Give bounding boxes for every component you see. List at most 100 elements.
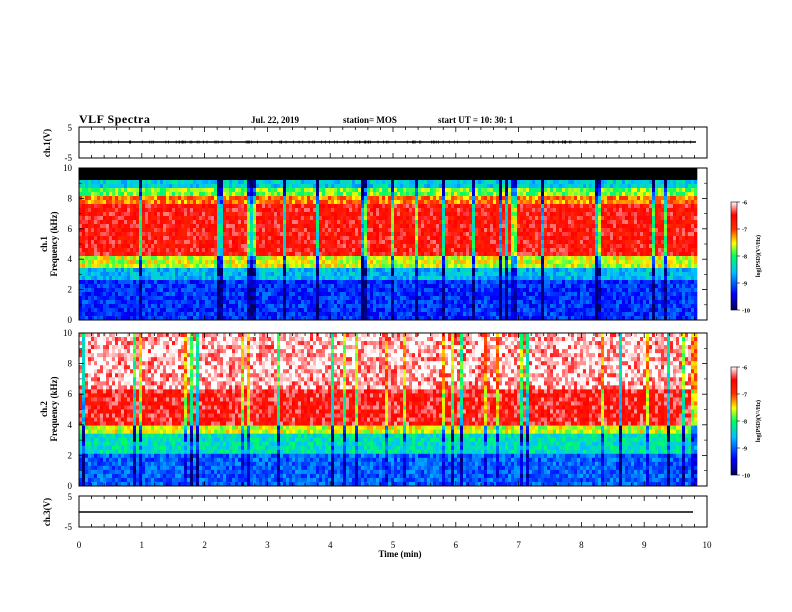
spectrogram-cell [130, 204, 134, 209]
spectrogram-cell [79, 260, 83, 265]
spectrogram-cell [364, 308, 368, 313]
spectrogram-cell [136, 168, 140, 173]
spectrogram-cell [274, 264, 278, 269]
spectrogram-cell [253, 180, 257, 185]
spectrogram-cell [217, 232, 221, 237]
spectrogram-cell [280, 304, 284, 309]
spectrogram-cell [292, 192, 296, 197]
spectrogram-cell [403, 232, 407, 237]
spectrogram-cell [106, 204, 110, 209]
spectrogram-cell [409, 280, 413, 285]
spectrogram-cell [208, 208, 212, 213]
spectrogram-cell [370, 220, 374, 225]
spectrogram-cell [253, 304, 257, 309]
spectrogram-cell [319, 236, 323, 241]
spectrogram-cell [142, 240, 146, 245]
spectrogram-cell [436, 192, 440, 197]
spectrogram-cell [433, 176, 437, 181]
spectrogram-cell [421, 176, 425, 181]
spectrogram-cell [289, 304, 293, 309]
spectrogram-cell [82, 296, 86, 301]
spectrogram-cell [430, 292, 434, 297]
spectrogram-cell [82, 280, 86, 285]
spectrogram-cell [265, 272, 269, 277]
spectrogram-cell [217, 308, 221, 313]
spectrogram-cell [133, 216, 137, 221]
spectrogram-cell [91, 248, 95, 253]
spectrogram-cell [193, 248, 197, 253]
spectrogram-cell [151, 188, 155, 193]
spectrogram-cell [424, 200, 428, 205]
spectrogram-cell [373, 260, 377, 265]
spectrogram-cell [385, 284, 389, 289]
spectrogram-cell [352, 236, 356, 241]
spectrogram-cell [85, 252, 89, 257]
spectrogram-cell [274, 184, 278, 189]
spectrogram-cell [283, 284, 287, 289]
spectrogram-cell [277, 180, 281, 185]
spectrogram-cell [316, 260, 320, 265]
spectrogram-cell [343, 216, 347, 221]
spectrogram-cell [409, 212, 413, 217]
spectrogram-cell [334, 316, 338, 320]
spectrogram-cell [202, 196, 206, 201]
spectrogram-cell [283, 228, 287, 233]
spectrogram-cell [244, 288, 248, 293]
spectrogram-cell [151, 292, 155, 297]
spectrogram-cell [268, 308, 272, 313]
spectrogram-cell [190, 248, 194, 253]
spectrogram-cell [295, 292, 299, 297]
spectrogram-cell [397, 184, 401, 189]
spectrogram-cell [166, 184, 170, 189]
spectrogram-cell [82, 208, 86, 213]
spectrogram-cell [454, 224, 458, 229]
spectrogram-cell [304, 308, 308, 313]
spectrogram-cell [154, 288, 158, 293]
spectrogram-cell [133, 288, 137, 293]
spectrogram-cell [172, 280, 176, 285]
spectrogram-cell [97, 184, 101, 189]
spectrogram-cell [127, 212, 131, 217]
spectrogram-cell [352, 196, 356, 201]
spectrogram-cell [217, 264, 221, 269]
spectrogram-cell [286, 248, 290, 253]
spectrogram-cell [199, 292, 203, 297]
spectrogram-cell [340, 284, 344, 289]
spectrogram-cell [427, 300, 431, 305]
spectrogram-cell [382, 256, 386, 261]
spectrogram-cell [382, 192, 386, 197]
spectrogram-cell [316, 196, 320, 201]
spectrogram-cell [373, 244, 377, 249]
spectrogram-cell [187, 260, 191, 265]
spectrogram-cell [211, 176, 215, 181]
spectrogram-cell [196, 208, 200, 213]
spectrogram-cell [379, 176, 383, 181]
spectrogram-cell [124, 312, 128, 317]
spectrogram-cell [253, 248, 257, 253]
spectrogram-cell [424, 172, 428, 177]
spectrogram-cell [88, 192, 92, 197]
spectrogram-cell [331, 232, 335, 237]
spectrogram-cell [460, 240, 464, 245]
spectrogram-cell [130, 176, 134, 181]
spectrogram-cell [280, 300, 284, 305]
spectrogram-cell [352, 180, 356, 185]
spectrogram-cell [184, 236, 188, 241]
spectrogram-cell [334, 284, 338, 289]
spectrogram-cell [373, 288, 377, 293]
spectrogram-cell [145, 204, 149, 209]
spectrogram-cell [190, 192, 194, 197]
spectrogram-cell [88, 304, 92, 309]
spectrogram-cell [232, 208, 236, 213]
spectrogram-cell [421, 224, 425, 229]
spectrogram-cell [397, 280, 401, 285]
spectrogram-cell [301, 236, 305, 241]
spectrogram-cell [352, 228, 356, 233]
spectrogram-cell [82, 272, 86, 277]
spectrogram-cell [427, 292, 431, 297]
spectrogram-cell [427, 288, 431, 293]
spectrogram-cell [412, 312, 416, 317]
spectrogram-cell [415, 176, 419, 181]
spectrogram-cell [307, 284, 311, 289]
spectrogram-cell [226, 284, 230, 289]
